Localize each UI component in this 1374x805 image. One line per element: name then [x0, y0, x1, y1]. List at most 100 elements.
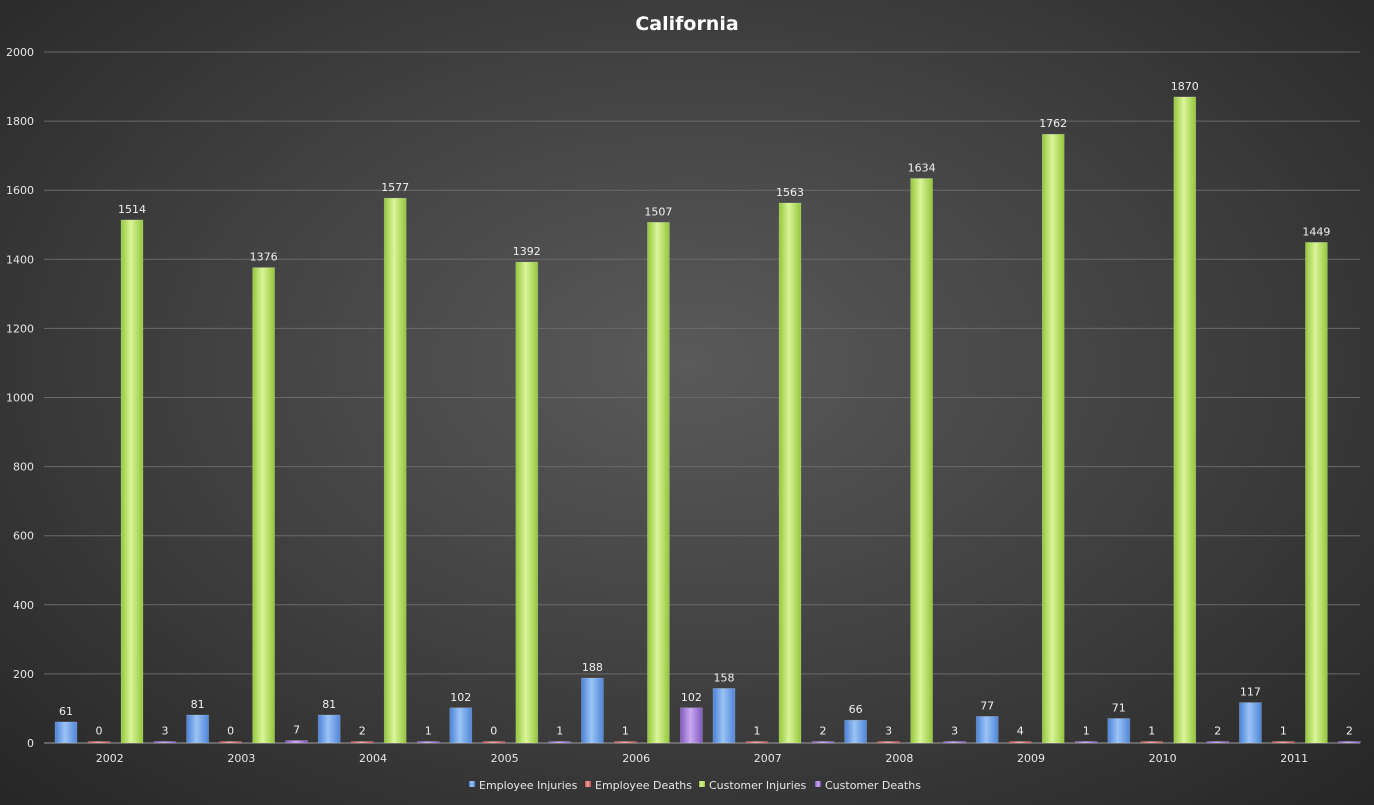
data-label: 1	[622, 725, 629, 738]
y-tick-label: 600	[13, 530, 34, 543]
legend: Employee Injuries Employee Deaths Customer…	[469, 779, 921, 792]
bar	[1272, 741, 1295, 744]
y-tick-label: 200	[13, 668, 34, 681]
bar	[87, 741, 111, 744]
bar	[449, 707, 473, 744]
y-tick-label: 1400	[6, 253, 34, 266]
data-label: 1634	[908, 161, 936, 174]
data-label: 3	[162, 725, 169, 738]
bar	[1140, 741, 1164, 744]
y-tick-label: 400	[13, 599, 34, 612]
bar	[943, 741, 966, 744]
data-label: 117	[1240, 686, 1261, 699]
data-label: 0	[96, 725, 103, 738]
data-label: 2	[820, 725, 827, 738]
data-label: 1563	[776, 186, 804, 199]
bar	[1008, 741, 1032, 744]
data-label: 81	[322, 698, 336, 711]
data-label: 1577	[381, 181, 409, 194]
data-label: 158	[714, 671, 735, 684]
bar	[1206, 741, 1230, 744]
bar	[120, 219, 144, 744]
data-label: 71	[1112, 701, 1126, 714]
data-label: 1514	[118, 203, 146, 216]
data-label: 2	[1346, 725, 1353, 738]
data-label: 4	[1017, 725, 1024, 738]
y-tick-label: 1200	[6, 322, 34, 335]
bar	[1173, 96, 1197, 744]
bar	[416, 741, 440, 744]
legend-swatch	[815, 781, 821, 787]
data-label: 7	[293, 724, 300, 737]
bar	[778, 202, 802, 744]
bar	[350, 741, 374, 744]
legend-swatch	[585, 781, 591, 787]
x-tick-label: 2010	[1149, 752, 1177, 765]
data-label: 102	[450, 691, 471, 704]
data-label: 1376	[250, 251, 278, 264]
bar	[647, 222, 670, 744]
x-tick-label: 2003	[227, 752, 255, 765]
y-tick-label: 1600	[6, 184, 34, 197]
x-tick-label: 2009	[1017, 752, 1045, 765]
data-label: 1507	[644, 205, 672, 218]
y-tick-label: 1000	[6, 392, 34, 405]
x-axis: 2002 2003 2004 2005 2006 2007 2008 2009 2010 2011	[96, 752, 1308, 765]
data-label: 66	[849, 703, 863, 716]
y-tick-label: 2000	[6, 46, 34, 59]
data-label: 188	[582, 661, 603, 674]
bar	[153, 741, 177, 744]
data-label: 1	[1280, 725, 1287, 738]
bar	[383, 197, 407, 744]
legend-label: Employee Deaths	[595, 779, 692, 792]
bars	[54, 96, 1361, 744]
legend-label: Employee Injuries	[479, 779, 578, 792]
data-label: 3	[885, 725, 892, 738]
y-tick-label: 0	[27, 737, 34, 750]
data-label: 1	[425, 725, 432, 738]
x-tick-label: 2002	[96, 752, 124, 765]
legend-swatch	[699, 781, 705, 787]
x-tick-label: 2008	[885, 752, 913, 765]
data-label: 1	[1148, 725, 1155, 738]
y-axis: 0 200 400 600 800 1000 1200 1400 1600 1800 2000	[6, 46, 34, 750]
bar	[712, 688, 736, 744]
bar	[844, 719, 867, 744]
data-labels: 61 0 1514 3 81 0 1376 7 81 2 1577 1 102 0 1392 1 188 1 150…	[59, 80, 1353, 738]
data-label: 0	[490, 725, 497, 738]
bar	[1107, 718, 1131, 744]
bar	[515, 261, 539, 744]
data-label: 61	[59, 705, 73, 718]
legend-swatch	[469, 781, 475, 787]
bar	[54, 721, 78, 744]
data-label: 2	[1214, 725, 1221, 738]
gridlines	[44, 51, 1360, 744]
bar	[581, 677, 604, 744]
legend-label: Customer Injuries	[709, 779, 807, 792]
bar	[186, 714, 209, 744]
bar	[1305, 242, 1328, 744]
bar	[811, 741, 835, 744]
bar	[680, 707, 703, 744]
chart-title: California	[635, 13, 738, 35]
x-tick-label: 2006	[622, 752, 650, 765]
data-label: 0	[227, 725, 234, 738]
bar	[1239, 702, 1262, 744]
data-label: 1	[1083, 725, 1090, 738]
bar	[548, 741, 572, 744]
y-tick-label: 800	[13, 461, 34, 474]
data-label: 102	[681, 691, 702, 704]
x-tick-label: 2011	[1280, 752, 1308, 765]
data-label: 3	[951, 725, 958, 738]
bar	[285, 740, 308, 744]
x-tick-label: 2007	[754, 752, 782, 765]
bar	[877, 741, 900, 744]
bar	[317, 714, 341, 744]
data-label: 1449	[1302, 225, 1330, 238]
bar	[975, 716, 999, 744]
bar	[910, 178, 933, 744]
data-label: 1392	[513, 245, 541, 258]
x-tick-label: 2004	[359, 752, 387, 765]
bar	[1074, 741, 1098, 744]
